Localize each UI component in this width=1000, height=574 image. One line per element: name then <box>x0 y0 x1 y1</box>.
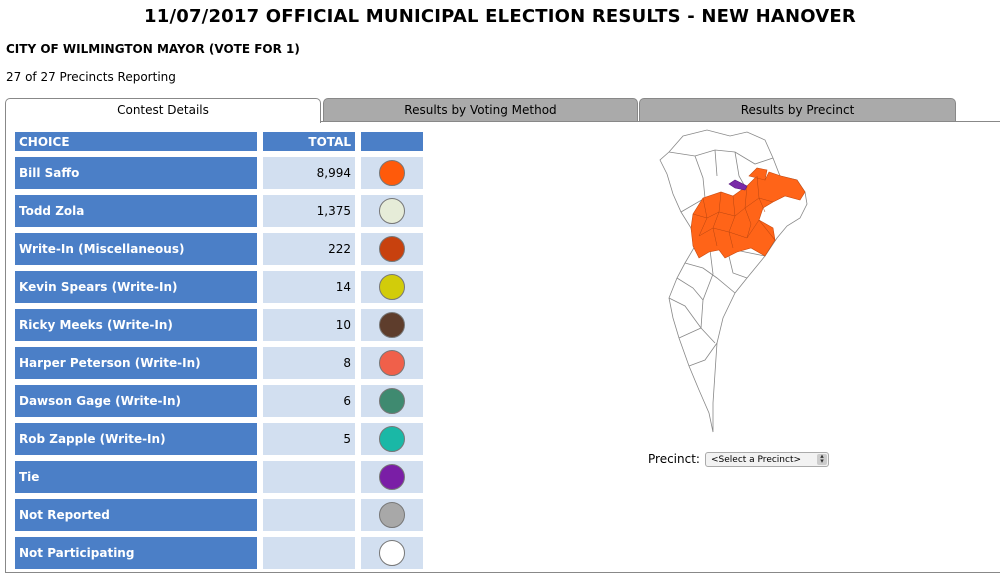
column-header-color <box>360 131 424 152</box>
choice-color-cell <box>360 384 424 418</box>
color-swatch-icon <box>379 464 405 490</box>
table-row: Todd Zola 1,375 <box>14 194 424 228</box>
tab-results-by-precinct[interactable]: Results by Precinct <box>639 98 956 122</box>
choice-color-cell <box>360 156 424 190</box>
saffo-precinct <box>748 167 768 181</box>
map-precinct-tie <box>728 179 748 191</box>
table-row: Not Reported <box>14 498 424 532</box>
choice-name: Write-In (Miscellaneous) <box>14 232 258 266</box>
choice-color-cell <box>360 422 424 456</box>
choice-name: Dawson Gage (Write-In) <box>14 384 258 418</box>
choice-total: 6 <box>262 384 356 418</box>
precinct-line <box>668 149 774 165</box>
color-swatch-icon <box>379 274 405 300</box>
color-swatch-icon <box>379 502 405 528</box>
choice-color-cell <box>360 308 424 342</box>
color-swatch-icon <box>379 426 405 452</box>
choice-total <box>262 536 356 570</box>
tab-results-by-voting-method[interactable]: Results by Voting Method <box>323 98 638 122</box>
choice-name: Ricky Meeks (Write-In) <box>14 308 258 342</box>
choice-name: Tie <box>14 460 258 494</box>
page-title: 11/07/2017 OFFICIAL MUNICIPAL ELECTION R… <box>144 6 856 27</box>
precinct-select[interactable]: <Select a Precinct> ▴ ▾ <box>705 452 829 467</box>
choice-name: Todd Zola <box>14 194 258 228</box>
color-swatch-icon <box>379 160 405 186</box>
table-row: Not Participating <box>14 536 424 570</box>
choice-color-cell <box>360 498 424 532</box>
color-swatch-icon <box>379 236 405 262</box>
choice-name: Kevin Spears (Write-In) <box>14 270 258 304</box>
color-swatch-icon <box>379 388 405 414</box>
column-header-choice: CHOICE <box>14 131 258 152</box>
precinct-map-svg <box>659 129 808 433</box>
choice-total: 14 <box>262 270 356 304</box>
color-swatch-icon <box>379 540 405 566</box>
choice-total <box>262 498 356 532</box>
select-arrows-icon: ▴ ▾ <box>817 453 827 465</box>
table-row: Write-In (Miscellaneous) 222 <box>14 232 424 266</box>
table-row: Ricky Meeks (Write-In) 10 <box>14 308 424 342</box>
precincts-reporting: 27 of 27 Precincts Reporting <box>6 70 176 84</box>
column-header-total: TOTAL <box>262 131 356 152</box>
map-precincts-unreported <box>659 129 808 433</box>
choice-color-cell <box>360 346 424 380</box>
precinct-label: Precinct: <box>648 452 700 466</box>
precinct-select-value: <Select a Precinct> <box>711 455 802 465</box>
table-row: Rob Zapple (Write-In) 5 <box>14 422 424 456</box>
choice-name: Rob Zapple (Write-In) <box>14 422 258 456</box>
color-swatch-icon <box>379 198 405 224</box>
saffo-precinct <box>758 219 776 242</box>
choice-name: Not Participating <box>14 536 258 570</box>
precinct-map <box>655 128 810 438</box>
choice-color-cell <box>360 536 424 570</box>
table-row: Harper Peterson (Write-In) 8 <box>14 346 424 380</box>
tab-contest-details[interactable]: Contest Details <box>5 98 321 123</box>
choice-total: 1,375 <box>262 194 356 228</box>
precinct-line <box>668 277 716 344</box>
choice-color-cell <box>360 194 424 228</box>
choice-color-cell <box>360 460 424 494</box>
table-row: Bill Saffo 8,994 <box>14 156 424 190</box>
map-winner-borders <box>692 175 774 249</box>
table-header-row: CHOICE TOTAL <box>14 131 424 152</box>
choice-total: 222 <box>262 232 356 266</box>
choice-color-cell <box>360 270 424 304</box>
map-precincts-bill-saffo <box>690 167 806 259</box>
choice-name: Bill Saffo <box>14 156 258 190</box>
contest-details-panel <box>5 121 1000 573</box>
table-row: Dawson Gage (Write-In) 6 <box>14 384 424 418</box>
choice-total: 8 <box>262 346 356 380</box>
color-swatch-icon <box>379 350 405 376</box>
choice-total <box>262 460 356 494</box>
choice-total: 10 <box>262 308 356 342</box>
precinct-line <box>684 249 736 329</box>
choice-total: 8,994 <box>262 156 356 190</box>
color-swatch-icon <box>379 312 405 338</box>
table-row: Kevin Spears (Write-In) 14 <box>14 270 424 304</box>
choice-total: 5 <box>262 422 356 456</box>
choice-name: Not Reported <box>14 498 258 532</box>
results-table: CHOICE TOTAL Bill Saffo 8,994 Todd Zola 1,3… <box>10 127 428 574</box>
tab-bar: Contest Details Results by Voting Method… <box>5 98 1000 123</box>
table-row: Tie <box>14 460 424 494</box>
choice-color-cell <box>360 232 424 266</box>
contest-name: CITY OF WILMINGTON MAYOR (VOTE FOR 1) <box>6 42 300 56</box>
choice-name: Harper Peterson (Write-In) <box>14 346 258 380</box>
